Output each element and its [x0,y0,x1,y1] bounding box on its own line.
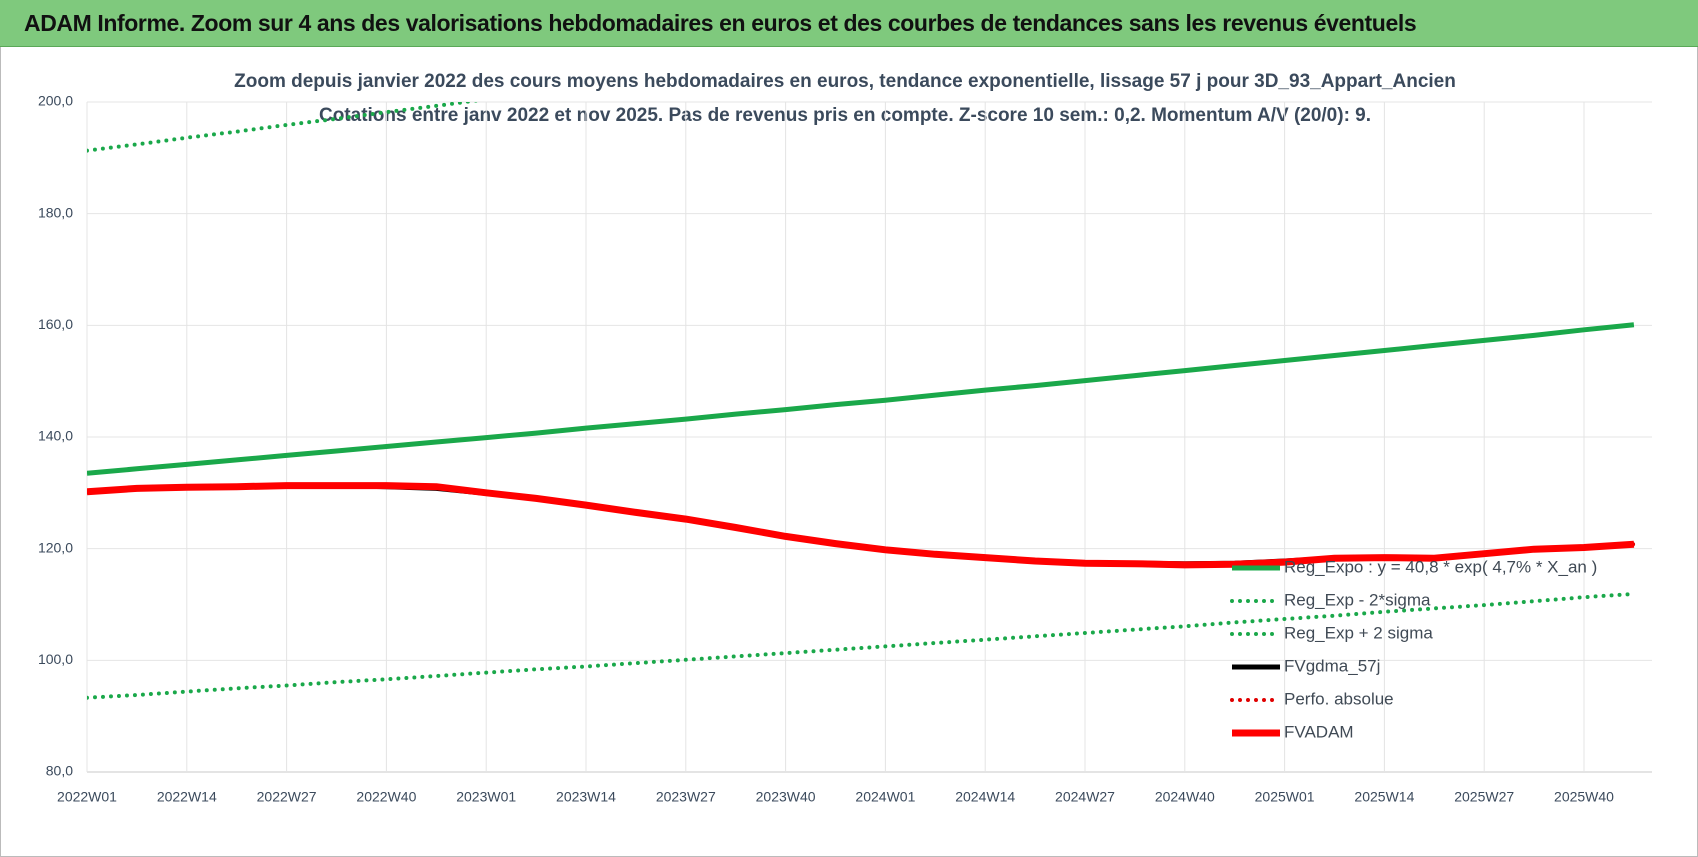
series-line [87,482,1635,569]
legend-label: Reg_Exp - 2*sigma [1284,590,1431,609]
x-tick-label: 2024W27 [1055,789,1115,805]
series-line [87,591,1636,700]
legend-label: FVADAM [1284,722,1354,741]
x-tick-label: 2023W14 [556,789,616,805]
legend-label: Reg_Exp + 2 sigma [1284,623,1433,642]
x-tick-label: 2024W14 [955,789,1015,805]
x-tick-label: 2023W27 [656,789,716,805]
y-tick-label: 180,0 [38,204,73,220]
x-tick-label: 2022W40 [356,789,416,805]
series-line [87,483,1635,567]
series-line [87,102,481,153]
legend-label: Perfo. absolue [1284,689,1394,708]
x-tick-label: 2025W27 [1454,789,1514,805]
legend-label: Reg_Expo : y = 40,8 * exp( 4,7% * X_an ) [1284,557,1597,576]
y-tick-label: 140,0 [38,428,73,444]
x-tick-label: 2023W01 [456,789,516,805]
x-tick-label: 2025W01 [1255,789,1315,805]
legend-label: FVgdma_57j [1284,656,1380,675]
x-tick-label: 2024W40 [1155,789,1215,805]
chart-title: Zoom depuis janvier 2022 des cours moyen… [234,71,1456,92]
plot-area [87,102,1636,700]
x-tick-label: 2025W40 [1554,789,1614,805]
y-tick-label: 80,0 [46,763,73,779]
x-tick-label: 2023W40 [756,789,816,805]
x-tick-label: 2022W14 [157,789,217,805]
header-bar: ADAM Informe. Zoom sur 4 ans des valoris… [0,0,1698,47]
x-tick-label: 2025W14 [1354,789,1414,805]
chart-subtitle: Cotations entre janv 2022 et nov 2025. P… [319,105,1371,126]
series-line [87,322,1635,476]
x-tick-label: 2024W01 [855,789,915,805]
chart: Zoom depuis janvier 2022 des cours moyen… [38,71,1652,805]
x-tick-label: 2022W27 [257,789,317,805]
header-title: ADAM Informe. Zoom sur 4 ans des valoris… [24,10,1417,36]
x-tick-label: 2022W01 [57,789,117,805]
y-tick-label: 160,0 [38,316,73,332]
y-tick-label: 200,0 [38,93,73,109]
y-tick-label: 100,0 [38,651,73,667]
series-line [87,483,1636,567]
y-tick-label: 120,0 [38,539,73,555]
